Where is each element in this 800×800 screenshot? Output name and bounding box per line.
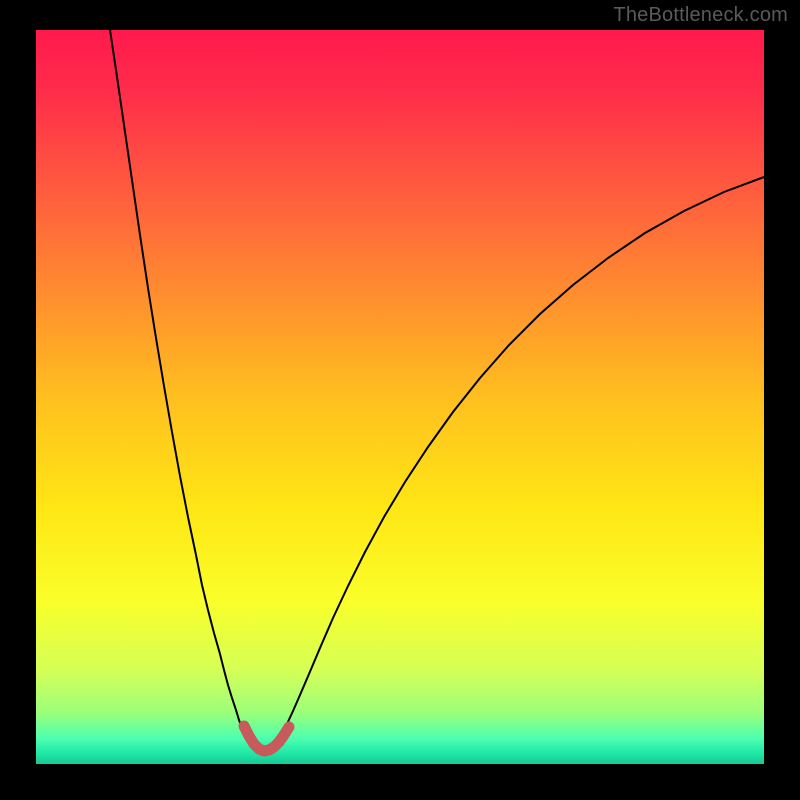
curve-right-branch bbox=[278, 177, 764, 741]
chart-curves bbox=[36, 30, 764, 764]
curve-bottom-marker bbox=[244, 726, 289, 751]
watermark-text: TheBottleneck.com bbox=[613, 4, 788, 27]
curve-left-branch bbox=[110, 30, 248, 741]
plot-area bbox=[36, 30, 764, 764]
